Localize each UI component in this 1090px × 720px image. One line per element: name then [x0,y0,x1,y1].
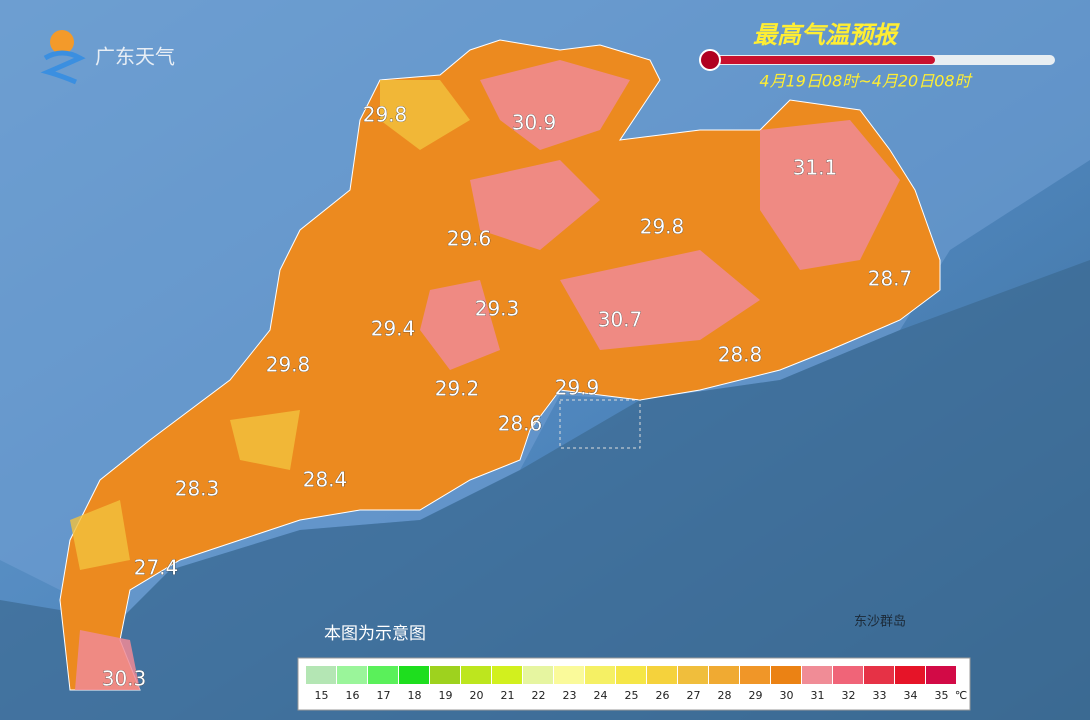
logo-sun [50,30,74,54]
temp-label: 29.4 [371,317,416,341]
legend-swatch [399,666,429,684]
legend-label: 32 [842,689,856,702]
legend-label: 27 [687,689,701,702]
legend-swatch [709,666,739,684]
legend-label: 20 [470,689,484,702]
legend-label: 28 [718,689,732,702]
legend-swatch [616,666,646,684]
note: 本图为示意图 [324,624,426,644]
legend-label: 15 [315,689,329,702]
temp-label: 30.3 [102,667,147,691]
legend-label: 33 [873,689,887,702]
legend-label: 30 [780,689,794,702]
sea-area [0,260,1090,720]
legend-swatch [864,666,894,684]
temp-label: 29.8 [266,353,311,377]
legend-swatch [585,666,615,684]
legend-swatch [337,666,367,684]
logo-swirl [40,50,86,85]
legend-swatch [523,666,553,684]
legend-label: 16 [346,689,360,702]
temp-label: 29.8 [640,215,685,239]
temp-label: 28.4 [303,468,348,492]
temp-label: 29.8 [363,103,408,127]
legend-label: 17 [377,689,391,702]
temp-label: 29.9 [555,376,600,400]
island-label: 东沙群岛 [854,614,906,630]
legend-swatch [802,666,832,684]
legend-unit: ℃ [955,689,967,702]
legend-swatch [368,666,398,684]
legend-swatch [461,666,491,684]
legend-label: 26 [656,689,670,702]
legend-swatch [306,666,336,684]
temp-label: 28.6 [498,412,543,436]
legend-label: 34 [904,689,918,702]
hot-area [75,60,900,690]
legend-label: 23 [563,689,577,702]
legend-swatch [647,666,677,684]
legend-swatch [771,666,801,684]
legend-label: 21 [501,689,515,702]
temp-label: 28.8 [718,343,763,367]
thermo-fill [710,56,935,64]
legend-swatch [554,666,584,684]
legend-swatch [740,666,770,684]
mild-area [70,80,470,570]
legend-swatch [430,666,460,684]
temp-label: 30.7 [598,308,643,332]
temp-label: 29.3 [475,297,520,321]
legend-label: 35 [935,689,949,702]
legend-swatch [678,666,708,684]
legend-swatch [492,666,522,684]
legend-label: 25 [625,689,639,702]
legend-swatch [895,666,925,684]
legend-label: 18 [408,689,422,702]
legend-swatch [833,666,863,684]
temp-label: 28.7 [868,267,913,291]
legend-label: 19 [439,689,453,702]
temp-label: 29.6 [447,227,492,251]
logo-text: 广东天气 [95,45,175,69]
temp-label: 28.3 [175,477,220,501]
temp-label: 27.4 [134,556,179,580]
temp-label: 31.1 [793,156,838,180]
legend-swatch [926,666,956,684]
legend-label: 29 [749,689,763,702]
period: 4月19日08时~4月20日08时 [759,72,972,91]
legend-label: 31 [811,689,825,702]
hk-macao-box [559,399,641,449]
province [59,39,941,691]
thermo-bulb [699,49,721,71]
legend-label: 22 [532,689,546,702]
title: 最高气温预报 [753,21,900,49]
temp-label: 29.2 [435,377,480,401]
temp-label: 30.9 [512,111,557,135]
legend-label: 24 [594,689,608,702]
